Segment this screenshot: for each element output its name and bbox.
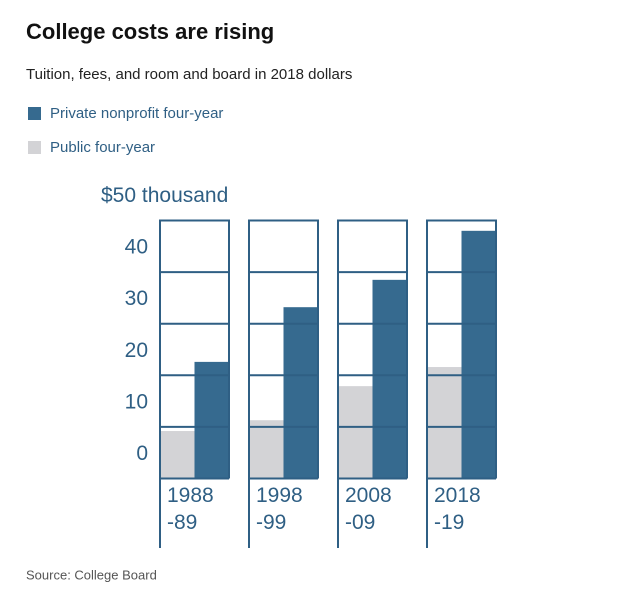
bar [461, 230, 496, 479]
bar [372, 279, 407, 479]
y-tick-label: $50 thousand [101, 184, 228, 207]
bar [427, 367, 462, 479]
y-tick-label: 30 [125, 287, 148, 310]
bar [249, 420, 284, 479]
legend-label: Private nonprofit four-year [50, 105, 223, 122]
bar [160, 431, 195, 479]
bar [283, 307, 318, 479]
y-tick-label: 20 [125, 339, 148, 362]
x-tick-label: 2008 -09 [345, 484, 392, 534]
x-tick-label: 1998 -99 [256, 484, 303, 534]
legend-swatch [28, 141, 41, 154]
chart-subtitle: Tuition, fees, and room and board in 201… [26, 66, 352, 83]
source-note: Source: College Board [26, 567, 157, 582]
bar [194, 361, 229, 479]
legend-label: Public four-year [50, 139, 155, 156]
x-tick-label: 1988 -89 [167, 484, 214, 534]
y-tick-label: 10 [125, 390, 148, 413]
bar [338, 386, 373, 479]
y-tick-label: 40 [125, 236, 148, 259]
legend-swatch [28, 107, 41, 120]
y-tick-label: 0 [136, 442, 148, 465]
chart-title: College costs are rising [26, 19, 274, 44]
x-tick-label: 2018 -19 [434, 484, 481, 534]
